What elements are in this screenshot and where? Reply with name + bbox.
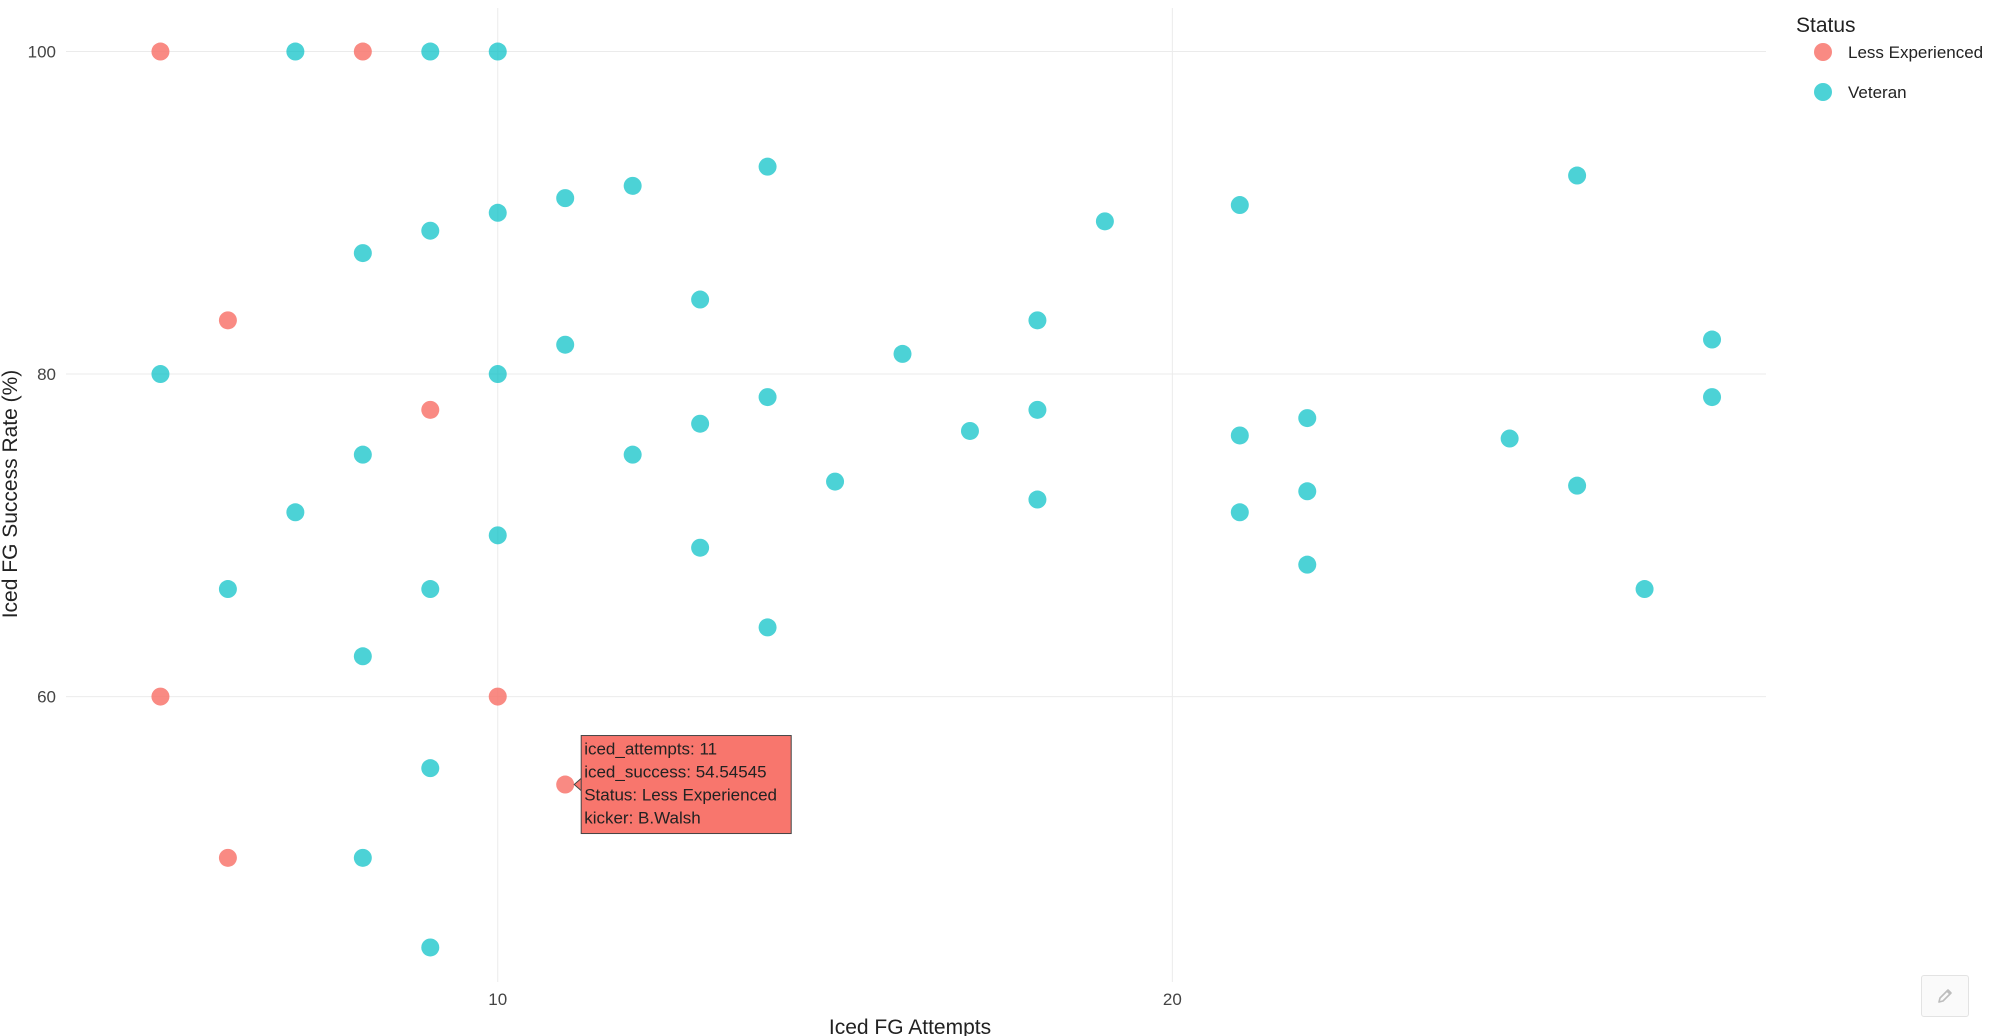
data-point-veteran[interactable]: [1298, 555, 1317, 574]
tooltip-box: [580, 735, 792, 835]
x-tick-label: 20: [1163, 990, 1182, 1009]
data-point-veteran[interactable]: [1230, 196, 1249, 215]
data-point-veteran[interactable]: [488, 203, 507, 222]
data-point-less-experienced[interactable]: [151, 42, 170, 61]
legend-marker-less-experienced: [1814, 43, 1832, 61]
legend-label-less-experienced: Less Experienced: [1848, 43, 1983, 62]
data-point-veteran[interactable]: [960, 421, 979, 440]
data-point-less-experienced[interactable]: [556, 775, 575, 794]
data-point-less-experienced[interactable]: [218, 848, 237, 867]
data-point-veteran[interactable]: [556, 335, 575, 354]
y-tick-label: 60: [37, 688, 56, 707]
data-point-veteran[interactable]: [421, 759, 440, 778]
data-point-veteran[interactable]: [1298, 409, 1317, 428]
data-point-veteran[interactable]: [286, 503, 305, 522]
data-point-veteran[interactable]: [1635, 580, 1654, 599]
gridlines: [66, 8, 1766, 982]
data-point-veteran[interactable]: [691, 414, 710, 433]
legend-title: Status: [1796, 14, 1856, 37]
data-point-veteran[interactable]: [623, 176, 642, 195]
data-point-veteran[interactable]: [1230, 426, 1249, 445]
data-point-veteran[interactable]: [826, 472, 845, 491]
data-point-veteran[interactable]: [893, 344, 912, 363]
hover-tooltip: iced_attempts: 11 iced_success: 54.54545…: [573, 735, 792, 835]
data-point-less-experienced[interactable]: [151, 687, 170, 706]
data-point-veteran[interactable]: [1568, 476, 1587, 495]
x-tick-label: 10: [488, 990, 507, 1009]
data-point-less-experienced[interactable]: [421, 400, 440, 419]
data-point-veteran[interactable]: [353, 647, 372, 666]
data-point-veteran[interactable]: [1703, 388, 1722, 407]
data-point-veteran[interactable]: [421, 42, 440, 61]
data-point-less-experienced[interactable]: [218, 311, 237, 330]
data-point-less-experienced[interactable]: [353, 42, 372, 61]
data-point-veteran[interactable]: [1230, 503, 1249, 522]
data-point-veteran[interactable]: [353, 244, 372, 263]
y-axis-ticks: 60 80 100: [28, 43, 56, 707]
edit-plot-button[interactable]: [1921, 975, 1969, 1017]
data-point-veteran[interactable]: [1568, 166, 1587, 185]
x-axis-title: Iced FG Attempts: [829, 1016, 991, 1036]
data-point-veteran[interactable]: [488, 365, 507, 384]
data-point-veteran[interactable]: [758, 618, 777, 637]
y-tick-label: 80: [37, 365, 56, 384]
data-point-veteran[interactable]: [353, 848, 372, 867]
data-point-veteran[interactable]: [758, 388, 777, 407]
data-point-veteran[interactable]: [1028, 311, 1047, 330]
data-point-veteran[interactable]: [691, 290, 710, 309]
legend-item-veteran[interactable]: Veteran: [1814, 83, 1907, 102]
legend-marker-veteran: [1814, 83, 1832, 101]
data-point-veteran[interactable]: [1500, 429, 1519, 448]
data-point-veteran[interactable]: [1703, 330, 1722, 349]
y-tick-label: 100: [28, 43, 56, 62]
data-point-veteran[interactable]: [421, 221, 440, 240]
data-point-veteran[interactable]: [421, 580, 440, 599]
legend-item-less-experienced[interactable]: Less Experienced: [1814, 43, 1983, 62]
data-points[interactable]: [151, 42, 1722, 957]
legend-label-veteran: Veteran: [1848, 83, 1907, 102]
data-point-veteran[interactable]: [1028, 400, 1047, 419]
data-point-veteran[interactable]: [623, 445, 642, 464]
data-point-veteran[interactable]: [151, 365, 170, 384]
data-point-veteran[interactable]: [1298, 482, 1317, 501]
data-point-less-experienced[interactable]: [488, 687, 507, 706]
tooltip-line-attempts: iced_attempts: 11: [584, 740, 717, 759]
data-point-veteran[interactable]: [1028, 490, 1047, 509]
tooltip-line-kicker: kicker: B.Walsh: [584, 809, 701, 828]
data-point-veteran[interactable]: [691, 538, 710, 557]
y-axis-title: Iced FG Success Rate (%): [0, 370, 22, 619]
pencil-icon: [1938, 989, 1952, 1003]
data-point-veteran[interactable]: [218, 580, 237, 599]
data-point-veteran[interactable]: [488, 42, 507, 61]
data-point-veteran[interactable]: [353, 445, 372, 464]
data-point-veteran[interactable]: [488, 526, 507, 545]
data-point-veteran[interactable]: [1095, 212, 1114, 231]
data-point-veteran[interactable]: [421, 938, 440, 957]
tooltip-line-success: iced_success: 54.54545: [584, 763, 766, 782]
tooltip-line-status: Status: Less Experienced: [584, 786, 777, 805]
data-point-veteran[interactable]: [758, 157, 777, 176]
data-point-veteran[interactable]: [556, 189, 575, 208]
x-axis-ticks: 10 20: [488, 990, 1182, 1009]
data-point-veteran[interactable]: [286, 42, 305, 61]
legend: Status Less Experienced Veteran: [1796, 14, 1983, 102]
